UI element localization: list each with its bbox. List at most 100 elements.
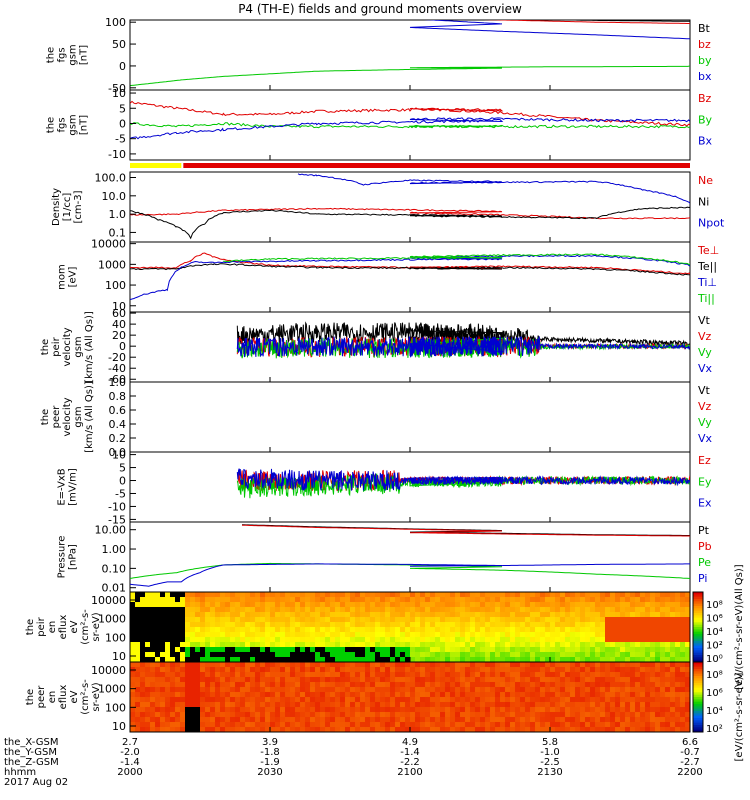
spectrogram-cell: [185, 647, 191, 653]
spectrogram-cell: [680, 707, 686, 713]
spectrogram-cell: [175, 662, 181, 668]
spectrogram-cell: [675, 612, 681, 618]
spectrogram-cell: [275, 637, 281, 643]
spectrogram-cell: [165, 622, 171, 628]
spectrogram-cell: [415, 697, 421, 703]
spectrogram-cell: [515, 612, 521, 618]
spectrogram-cell: [445, 642, 451, 648]
spectrogram-cell: [160, 622, 166, 628]
colorbar-cell: [693, 617, 703, 621]
spectrogram-cell: [665, 622, 671, 628]
spectrogram-cell: [250, 712, 256, 718]
spectrogram-cell: [685, 682, 691, 688]
spectrogram-cell: [185, 702, 191, 708]
spectrogram-cell: [495, 707, 501, 713]
spectrogram-cell: [390, 637, 396, 643]
spectrogram-cell: [350, 592, 356, 598]
spectrogram-cell: [580, 672, 586, 678]
spectrogram-cell: [510, 627, 516, 633]
spectrogram-cell: [515, 682, 521, 688]
spectrogram-cell: [210, 677, 216, 683]
spectrogram-cell: [265, 602, 271, 608]
spectrogram-cell: [395, 592, 401, 598]
spectrogram-cell: [685, 627, 691, 633]
spectrogram-cell: [410, 632, 416, 638]
spectrogram-cell: [645, 697, 651, 703]
spectrogram-cell: [585, 612, 591, 618]
y-tick-label: 5: [119, 102, 126, 115]
spectrogram-cell: [295, 712, 301, 718]
spectrogram-cell: [430, 727, 436, 733]
spectrogram-cell: [535, 717, 541, 723]
spectrogram-cell: [190, 622, 196, 628]
spectrogram-cell: [645, 672, 651, 678]
spectrogram-cell: [255, 642, 261, 648]
spectrogram-cell: [455, 657, 461, 663]
spectrogram-cell: [580, 677, 586, 683]
spectrogram-cell: [180, 627, 186, 633]
spectrogram-cell: [655, 647, 661, 653]
spectrogram-cell: [570, 677, 576, 683]
spectrogram-cell: [630, 617, 636, 623]
spectrogram-cell: [365, 717, 371, 723]
spectrogram-cell: [130, 607, 136, 613]
spectrogram-cell: [270, 682, 276, 688]
spectrogram-cell: [395, 727, 401, 733]
spectrogram-cell: [255, 592, 261, 598]
spectrogram-cell: [440, 597, 446, 603]
spectrogram-cell: [570, 687, 576, 693]
spectrogram-cell: [470, 662, 476, 668]
spectrogram-cell: [400, 602, 406, 608]
spectrogram-cell: [475, 612, 481, 618]
spectrogram-cell: [510, 602, 516, 608]
spectrogram-cell: [215, 667, 221, 673]
spectrogram-cell: [230, 727, 236, 733]
spectrogram-cell: [495, 607, 501, 613]
spectrogram-cell: [170, 652, 176, 658]
spectrogram-cell: [320, 657, 326, 663]
spectrogram-cell: [685, 667, 691, 673]
spectrogram-cell: [455, 647, 461, 653]
spectrogram-cell: [645, 632, 651, 638]
spectrogram-cell: [455, 602, 461, 608]
series-line-Ti||: [223, 253, 690, 267]
spectrogram-cell: [190, 672, 196, 678]
spectrogram-cell: [290, 657, 296, 663]
spectrogram-cell: [175, 677, 181, 683]
spectrogram-cell: [190, 612, 196, 618]
legend-Npot: Npot: [698, 217, 725, 230]
spectrogram-cell: [480, 627, 486, 633]
spectrogram-cell: [285, 632, 291, 638]
spectrogram-cell: [420, 682, 426, 688]
spectrogram-cell: [220, 707, 226, 713]
spectrogram-cell: [215, 687, 221, 693]
spectrogram-cell: [325, 717, 331, 723]
spectrogram-cell: [300, 687, 306, 693]
spectrogram-cell: [525, 642, 531, 648]
spectrogram-cell: [240, 627, 246, 633]
spectrogram-cell: [505, 697, 511, 703]
spectrogram-cell: [160, 697, 166, 703]
spectrogram-cell: [650, 722, 656, 728]
colorbar-cell: [693, 706, 703, 710]
spectrogram-cell: [280, 722, 286, 728]
spectrogram-cell: [220, 672, 226, 678]
spectrogram-cell: [310, 722, 316, 728]
colorbar-cell: [693, 636, 703, 640]
spectrogram-cell: [625, 637, 631, 643]
series-line-by: [130, 65, 690, 87]
spectrogram-cell: [235, 692, 241, 698]
spectrogram-cell: [255, 677, 261, 683]
spectrogram-cell: [605, 722, 611, 728]
spectrogram-cell: [450, 672, 456, 678]
spectrogram-cell: [395, 722, 401, 728]
spectrogram-cell: [615, 637, 621, 643]
spectrogram-cell: [140, 712, 146, 718]
spectrogram-cell: [155, 657, 161, 663]
spectrogram-cell: [380, 672, 386, 678]
spectrogram-cell: [195, 632, 201, 638]
spectrogram-cell: [500, 607, 506, 613]
spectrogram-cell: [665, 642, 671, 648]
legend-Ex: Ex: [698, 497, 712, 510]
spectrogram-cell: [305, 717, 311, 723]
